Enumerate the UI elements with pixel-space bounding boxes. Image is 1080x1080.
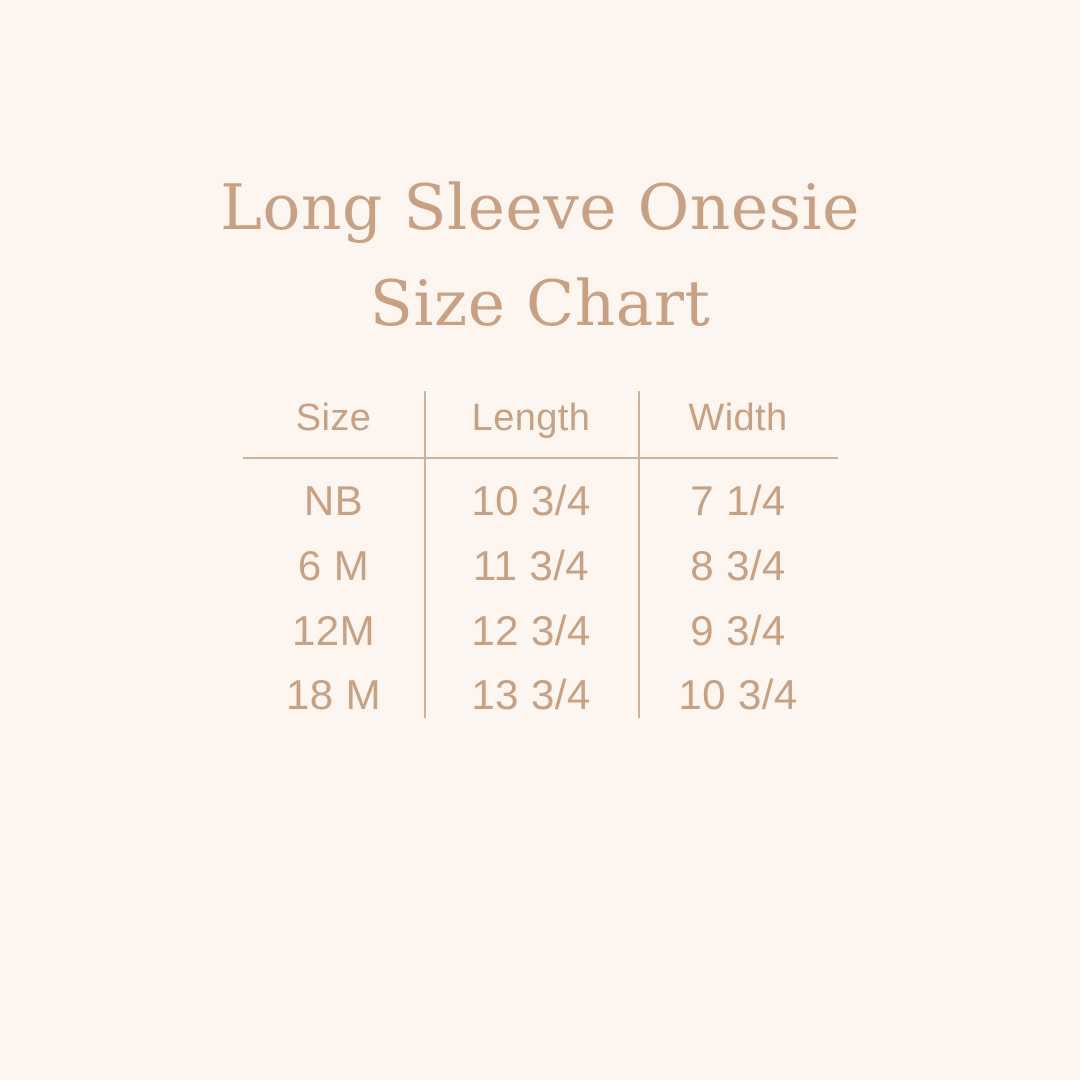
column-header-size: Size xyxy=(295,397,372,439)
table-grid xyxy=(243,385,838,725)
title-line-1: Long Sleeve Onesie xyxy=(220,171,860,244)
cell-size: 6 M xyxy=(297,542,370,589)
cell-length: 11 3/4 xyxy=(472,542,590,589)
cell-width: 9 3/4 xyxy=(690,607,786,654)
page-title: Long Sleeve Onesie Size Chart xyxy=(0,160,1080,352)
column-divider-1 xyxy=(424,391,426,718)
title-line-2: Size Chart xyxy=(369,267,711,340)
cell-width: 8 3/4 xyxy=(690,542,786,589)
cell-width: 10 3/4 xyxy=(678,671,798,718)
header-divider-line xyxy=(243,457,838,459)
column-divider-2 xyxy=(638,391,640,718)
table-row: NB 10 3/4 7 1/4 xyxy=(243,473,838,529)
cell-width: 7 1/4 xyxy=(690,477,786,524)
table-row: 6 M 11 3/4 8 3/4 xyxy=(243,538,838,594)
cell-size: NB xyxy=(303,477,364,524)
column-header-length: Length xyxy=(471,397,591,439)
size-chart-table: Size Length Width NB 10 3/4 7 1/4 6 M 11… xyxy=(243,385,838,725)
cell-size: 18 M xyxy=(286,671,381,718)
cell-size: 12M xyxy=(292,607,375,654)
table-header-row: Size Length Width xyxy=(243,385,838,451)
cell-length: 12 3/4 xyxy=(471,607,591,654)
cell-length: 10 3/4 xyxy=(471,477,591,524)
table-row: 18 M 13 3/4 10 3/4 xyxy=(243,667,838,723)
column-header-width: Width xyxy=(688,397,788,439)
table-row: 12M 12 3/4 9 3/4 xyxy=(243,603,838,659)
cell-length: 13 3/4 xyxy=(471,671,591,718)
